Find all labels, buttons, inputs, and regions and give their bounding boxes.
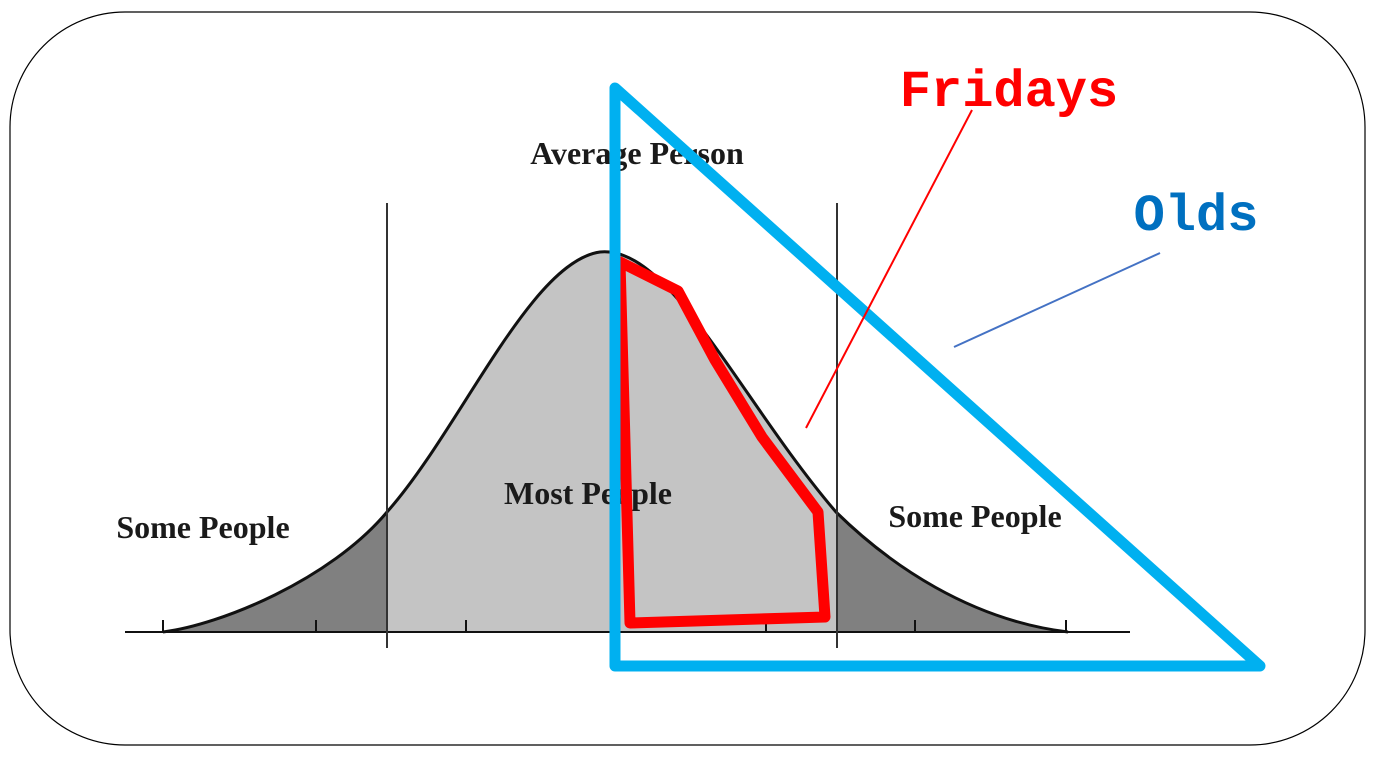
right-tail-area [836, 512, 1068, 632]
fridays-pointer-line [805, 109, 973, 429]
olds-triangle-outline [609, 82, 1266, 672]
some-people-left-label: Some People [116, 509, 289, 545]
fridays-label: Fridays [900, 63, 1118, 122]
olds-pointer-line [953, 252, 1161, 348]
fridays-region-outline [614, 256, 831, 629]
olds-label: Olds [1134, 187, 1259, 246]
left-tail-area [163, 512, 387, 632]
most-people-label: Most People [504, 475, 672, 511]
some-people-right-label: Some People [888, 498, 1061, 534]
average-person-label: Average Person [530, 135, 744, 171]
bell-curve [162, 250, 1069, 634]
